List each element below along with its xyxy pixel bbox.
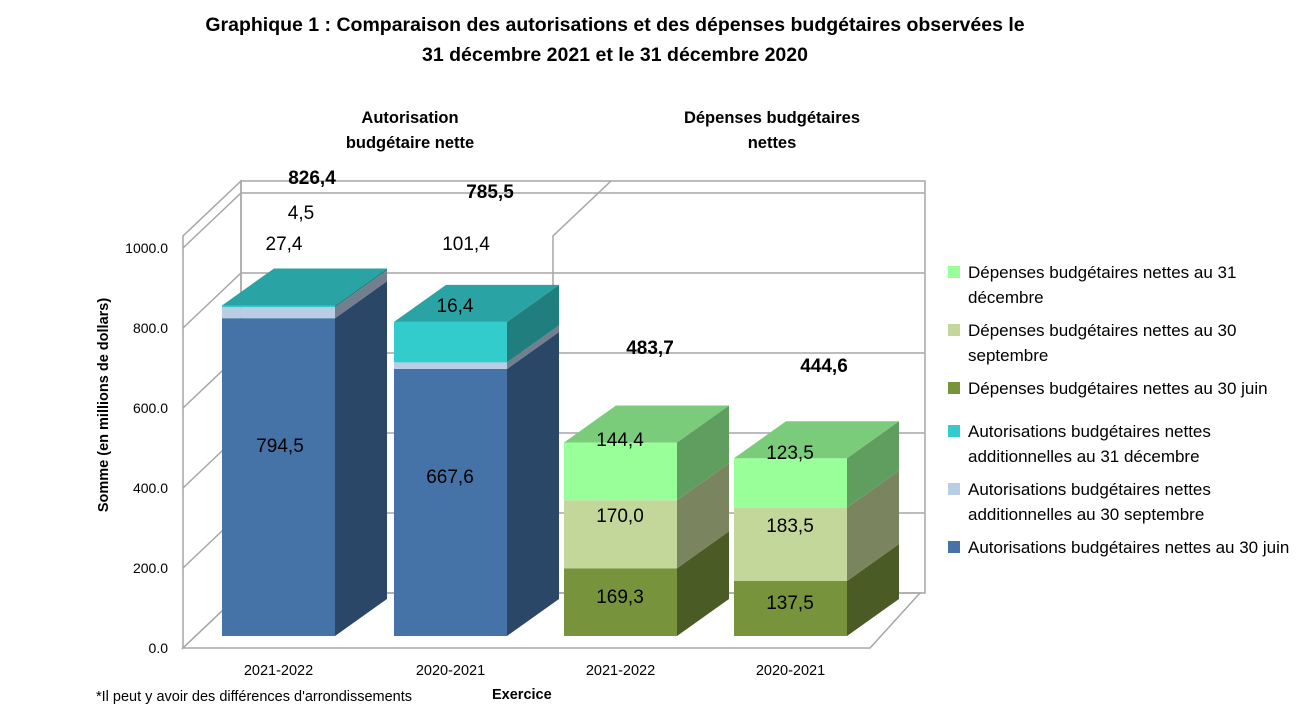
legend-swatch [948,382,960,394]
bar-segment-side [847,470,899,581]
bar-segment [222,305,335,308]
bar-segment-side [847,544,899,636]
bar-segment [222,318,335,636]
bar-segment [564,442,677,501]
y-tick-label: 200.0 [133,560,168,576]
group-header-label: nettes [748,134,797,152]
legend-item: Dépenses budgétaires nettes au 30 septem… [948,318,1308,368]
legend-swatch [948,483,960,495]
bar-segment [394,321,507,363]
bar-segment-side [335,281,387,636]
bar-segment [394,368,507,636]
legend-label: Dépenses budgétaires nettes au 30 juin [968,379,1268,398]
segment-value-label: 183,5 [766,516,814,537]
y-tick-label: 0.0 [149,640,169,656]
bar-segment [734,458,847,508]
segment-value-label: 27,4 [266,234,303,255]
legend-gap [948,409,1308,419]
chart-title-line-1: Graphique 1 : Comparaison des autorisati… [205,14,1025,36]
total-value-label: 785,5 [466,182,514,203]
total-value-label: 444,6 [800,356,848,377]
bar-top [222,268,387,306]
legend-label: Dépenses budgétaires nettes au 31 décemb… [968,263,1237,307]
segment-value-label: 123,5 [766,443,814,464]
bar-segment-side [847,421,899,508]
group-header-label: budgétaire nette [346,134,474,152]
total-value-label: 483,7 [626,338,674,359]
legend-item: Dépenses budgétaires nettes au 30 juin [948,376,1308,401]
y-tick-label: 600.0 [133,400,168,416]
bar-segment [394,362,507,369]
total-value-label: 826,4 [288,168,336,189]
footnote: *Il peut y avoir des différences d'arron… [96,689,413,705]
legend-item: Autorisations budgétaires nettes additio… [948,419,1308,469]
group-header-label: Dépenses budgétaires [684,109,860,127]
segment-value-label: 4,5 [288,203,314,224]
bar-top [394,284,559,322]
segment-value-label: 169,3 [596,587,644,608]
segment-value-label: 794,5 [256,436,304,457]
legend-label: Autorisations budgétaires nettes additio… [968,422,1211,466]
legend-label: Autorisations budgétaires nettes additio… [968,480,1211,524]
segment-value-label: 16,4 [437,296,474,317]
y-tick-label: 1000.0 [125,240,168,256]
y-axis-ticks: 0.0 200.0 400.0 600.0 800.0 1000.0 [125,240,168,656]
gridline [182,272,925,329]
legend-swatch [948,425,960,437]
bar-segment-side [677,405,729,501]
legend-item: Autorisations budgétaires nettes au 30 j… [948,535,1308,560]
group-headers: Autorisation budgétaire nette Dépenses bud… [346,109,860,152]
x-tick-label: 2020-2021 [416,663,485,679]
x-axis-labels: 2021-2022 2020-2021 2021-2022 2020-2021 [244,663,825,679]
bar-segment-side [677,531,729,636]
bar-segment [564,500,677,569]
bar-segment-side [335,270,387,319]
x-tick-label: 2021-2022 [586,663,655,679]
bars [222,268,899,636]
bar-segment-side [507,284,559,363]
chart-title: Graphique 1 : Comparaison des autorisati… [120,10,1110,70]
x-tick-label: 2020-2021 [756,663,825,679]
segment-value-label: 170,0 [596,506,644,527]
bar-segment-side [677,463,729,569]
y-axis-title: Somme (en millions de dollars) [96,298,112,512]
group-header-label: Autorisation [361,109,458,127]
segment-value-label: 137,5 [766,593,814,614]
bar-segment-side [507,325,559,369]
segment-value-label: 667,6 [426,467,474,488]
bar-segment-side [335,268,387,308]
legend-swatch [948,541,960,553]
x-tick-label: 2021-2022 [244,663,313,679]
data-labels: 794,5 27,4 4,5 826,4 667,6 16,4 101,4 785,5 169,… [256,168,848,614]
segment-value-label: 144,4 [596,430,644,451]
bar-stack-3 [564,405,729,636]
chart-title-line-2: 31 décembre 2021 et le 31 décembre 2020 [422,44,808,66]
bar-stack-1 [222,268,387,636]
legend: Dépenses budgétaires nettes au 31 décemb… [948,260,1308,568]
gridline [182,192,925,249]
bar-segment [734,507,847,581]
legend-swatch [948,266,960,278]
bar-top [734,421,899,459]
bar-top [564,405,729,443]
bar-segment [564,568,677,636]
legend-item: Dépenses budgétaires nettes au 31 décemb… [948,260,1308,310]
x-axis-title: Exercice [492,687,552,703]
bar-stack-4 [734,421,899,636]
legend-label: Autorisations budgétaires nettes au 30 j… [968,538,1290,557]
legend-item: Autorisations budgétaires nettes additio… [948,477,1308,527]
segment-value-label: 101,4 [442,234,490,255]
bar-segment-side [507,331,559,636]
bar-segment [734,581,847,636]
y-tick-label: 800.0 [133,320,168,336]
legend-label: Dépenses budgétaires nettes au 30 septem… [968,321,1237,365]
bar-stack-2 [394,284,559,636]
bar-segment [222,307,335,319]
legend-swatch [948,324,960,336]
y-tick-label: 400.0 [133,480,168,496]
